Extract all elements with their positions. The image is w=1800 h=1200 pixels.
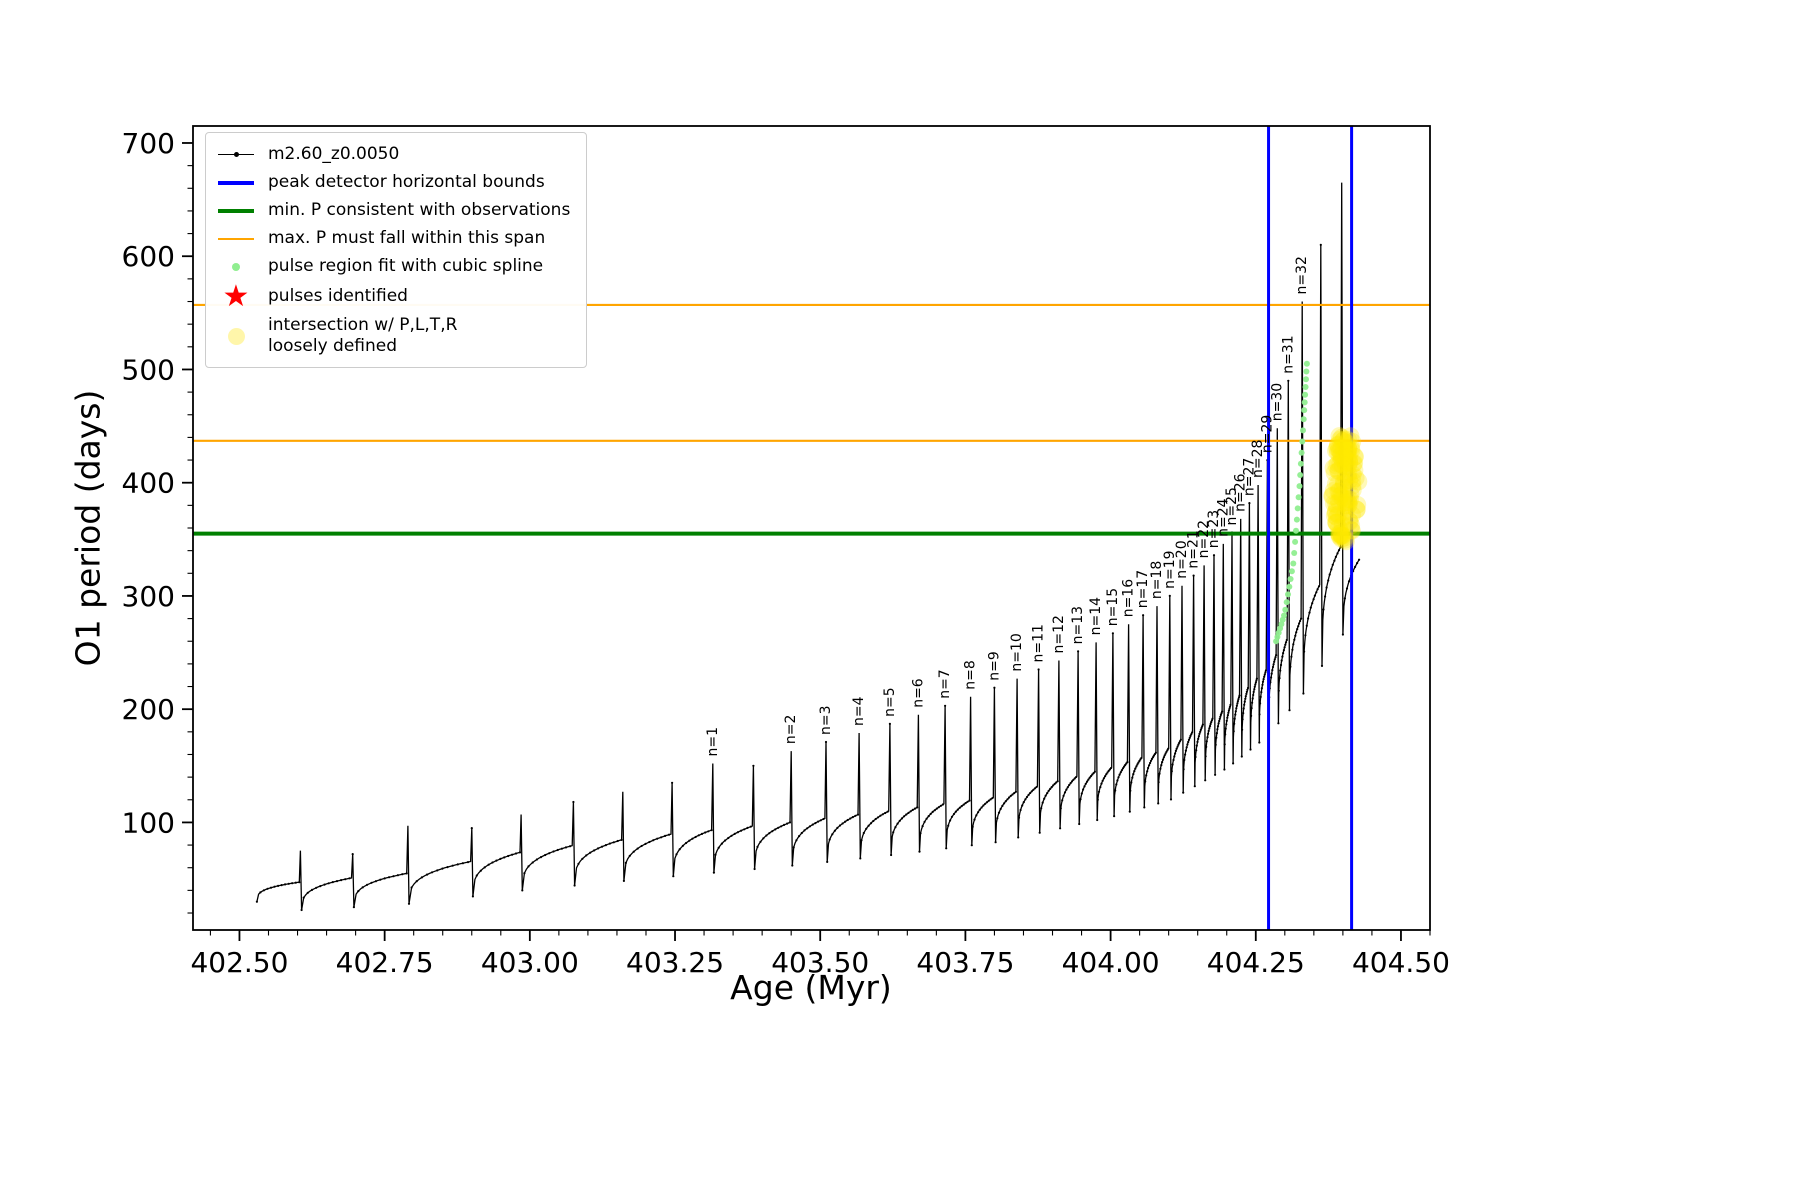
- y-tick-label: 500: [122, 353, 175, 386]
- yellow-circle-icon: [216, 327, 256, 345]
- legend-label: peak detector horizontal bounds: [268, 171, 545, 192]
- y-tick-label: 400: [122, 467, 175, 500]
- x-tick-label: 404.25: [1207, 946, 1305, 979]
- pulse-annotation: n=23: [1206, 510, 1222, 548]
- pulse-annotation: n=10: [1009, 633, 1025, 671]
- pulse-annotation: n=20: [1174, 540, 1190, 578]
- pulse-annotation: n=14: [1088, 597, 1104, 636]
- pulse-annotations: n=1 n=2 n=3 n=4 n=5 n=6 n=7 n=8 n=9 n=10 n=11 n=12 n…: [705, 256, 1310, 756]
- legend-item-6: intersection w/ P,L,T,R loosely defined: [216, 315, 570, 358]
- pulse-annotation: n=25: [1224, 487, 1240, 525]
- legend-label: min. P consistent with observations: [268, 199, 571, 220]
- series-line-dot-icon: [216, 152, 256, 157]
- pulse-annotation: n=24: [1215, 498, 1231, 537]
- pulse-annotation: n=32: [1294, 256, 1310, 294]
- y-tick-label: 600: [122, 240, 175, 273]
- pulse-annotation: n=6: [910, 678, 926, 708]
- y-axis-label: O1 period (days): [68, 389, 108, 667]
- spline-fit-dots: [1273, 360, 1310, 645]
- pulse-annotation: n=16: [1121, 579, 1137, 618]
- legend-item-3: max. P must fall within this span: [216, 226, 570, 251]
- pulse-annotation: n=12: [1051, 615, 1067, 653]
- pulse-annotation: n=8: [963, 660, 979, 690]
- pulse-annotation: n=27: [1241, 458, 1257, 496]
- y-tick-label: 200: [122, 693, 175, 726]
- pulse-annotation: n=22: [1196, 520, 1212, 558]
- legend-label: m2.60_z0.0050: [268, 143, 400, 164]
- legend-label: intersection w/ P,L,T,R loosely defined: [268, 315, 458, 357]
- pulse-annotation: n=4: [851, 696, 867, 726]
- blue-line-icon: [216, 180, 256, 185]
- pulse-annotation: n=31: [1280, 335, 1296, 373]
- legend-item-5: ★ pulses identified: [216, 282, 570, 312]
- y-tick-label: 100: [122, 806, 175, 839]
- legend-label: pulses identified: [268, 286, 408, 307]
- pulse-annotation: n=30: [1269, 383, 1285, 421]
- x-axis-label: Age (Myr): [730, 968, 892, 1007]
- x-tick-label: 402.50: [190, 946, 288, 979]
- pulse-annotation: n=1: [705, 727, 721, 757]
- y-tick-label: 300: [122, 580, 175, 613]
- legend-item-4: pulse region fit with cubic spline: [216, 254, 570, 279]
- x-axis-ticks: 402.50 402.75 403.00 403.25 403.50 403.75 404.…: [190, 930, 1450, 979]
- intersection-markers: [1323, 427, 1368, 551]
- pulse-annotation: n=13: [1070, 606, 1086, 644]
- legend-item-2: min. P consistent with observations: [216, 198, 570, 223]
- y-axis-ticks: 100 200 300 400 500 600 700: [122, 127, 193, 914]
- pulse-annotation: n=18: [1149, 561, 1165, 599]
- pulse-annotation: n=17: [1135, 570, 1151, 608]
- pulse-annotation: n=2: [783, 715, 799, 745]
- pulse-annotation: n=21: [1186, 530, 1202, 568]
- red-star-icon: ★: [222, 279, 250, 314]
- legend-item-0: m2.60_z0.0050: [216, 142, 570, 167]
- pulse-annotation: n=3: [818, 705, 834, 735]
- legend-label: pulse region fit with cubic spline: [268, 255, 544, 276]
- x-tick-label: 403.50: [771, 946, 869, 979]
- x-tick-label: 403.75: [916, 946, 1014, 979]
- pulse-annotation: n=5: [882, 687, 898, 717]
- pulse-annotation: n=9: [986, 651, 1002, 681]
- pulse-annotation: n=7: [937, 669, 953, 699]
- series-markers: [255, 243, 1361, 912]
- pulse-annotation: n=19: [1162, 550, 1178, 588]
- pulse-annotation: n=11: [1031, 624, 1047, 662]
- pulse-annotation: n=29: [1259, 415, 1275, 453]
- pulse-annotation: n=28: [1250, 440, 1266, 478]
- legend-item-1: peak detector horizontal bounds: [216, 170, 570, 195]
- x-tick-label: 403.25: [626, 946, 724, 979]
- x-tick-label: 404.00: [1062, 946, 1160, 979]
- pulse-annotation: n=26: [1233, 473, 1249, 512]
- y-tick-label: 700: [122, 127, 175, 160]
- green-line-icon: [216, 208, 256, 213]
- x-tick-label: 402.75: [336, 946, 434, 979]
- x-tick-label: 403.00: [481, 946, 579, 979]
- pulse-annotation: n=15: [1105, 588, 1121, 626]
- green-dot-icon: [216, 262, 256, 271]
- orange-line-icon: [216, 237, 256, 240]
- x-tick-label: 404.50: [1352, 946, 1450, 979]
- legend-label: max. P must fall within this span: [268, 227, 546, 248]
- peak-detector-bounds: [1267, 126, 1354, 930]
